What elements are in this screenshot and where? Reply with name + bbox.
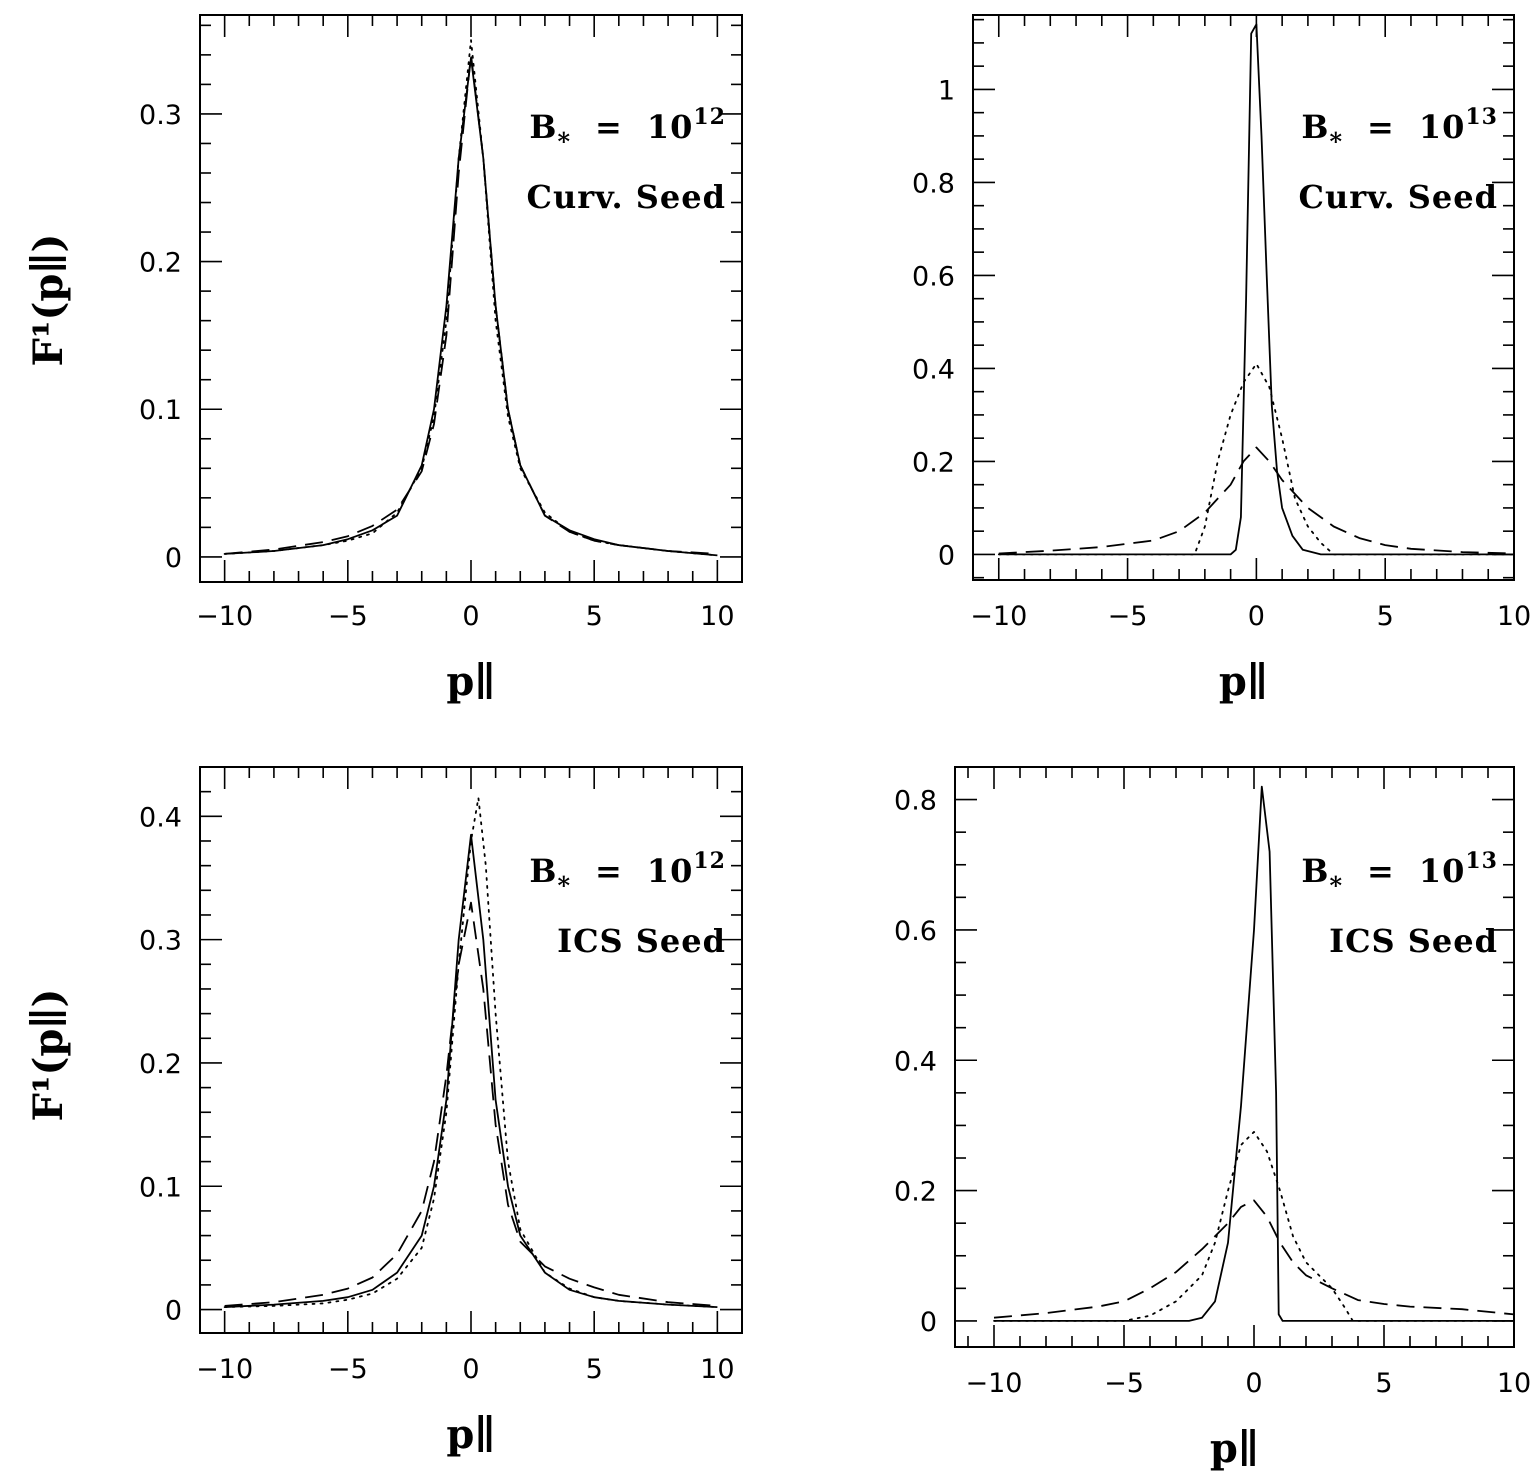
- annotation-b-value: 10: [1419, 852, 1466, 890]
- x-tick-label: 0: [462, 601, 479, 632]
- y-tick-label: 0.8: [894, 786, 937, 817]
- x-tick-label: −5: [328, 601, 368, 632]
- y-tick-label: 0.1: [139, 1172, 182, 1203]
- y-tick-label: 0.3: [139, 926, 182, 957]
- x-tick-label: 5: [1377, 601, 1394, 632]
- annotation-seed: ICS Seed: [1329, 922, 1498, 960]
- y-tick-label: 0.2: [912, 447, 955, 478]
- annotation-b-exp: 13: [1465, 848, 1498, 874]
- x-tick-label: −10: [196, 1354, 253, 1385]
- annotation-b-exp: 13: [1465, 104, 1498, 130]
- annotation-b-sub: *: [557, 127, 571, 156]
- y-tick-label: 0: [165, 1296, 182, 1327]
- annotation-b-value: 10: [1419, 108, 1466, 146]
- x-axis-label: p∥: [446, 1411, 495, 1458]
- annotation-b-value: 10: [647, 852, 694, 890]
- series-dotted-line: [997, 362, 1515, 556]
- annotation-b-sub: *: [1329, 871, 1343, 900]
- annotation-seed: Curv. Seed: [1299, 178, 1498, 216]
- plot-frame: [199, 14, 743, 583]
- series-dotted-line: [223, 39, 719, 557]
- x-tick-label: 0: [1245, 1368, 1262, 1399]
- x-tick-label: −10: [196, 601, 253, 632]
- annotation-field-strength: B* = 1012: [529, 848, 726, 900]
- x-axis-label: p∥: [446, 658, 495, 705]
- x-tick-label: 0: [1248, 601, 1265, 632]
- x-tick-label: −5: [1104, 1368, 1144, 1399]
- annotation-equals: =: [595, 852, 623, 890]
- x-tick-label: 5: [586, 1354, 603, 1385]
- annotation-equals: =: [595, 108, 623, 146]
- x-tick-label: 10: [700, 1354, 734, 1385]
- x-axis-label: p∥: [1219, 658, 1268, 705]
- series-dashed-line: [993, 1199, 1515, 1319]
- annotation-b-sub: *: [557, 871, 571, 900]
- series-dotted-line: [223, 796, 719, 1308]
- y-tick-label: 0: [165, 543, 182, 574]
- y-tick-label: 1: [938, 75, 955, 106]
- ylabel-bottom: F¹(p∥): [25, 989, 72, 1122]
- y-tick-label: 0.3: [139, 100, 182, 131]
- annotation-b-label: B: [1301, 852, 1329, 890]
- annotation-field-strength: B* = 1013: [1301, 104, 1498, 156]
- annotation-field-strength: B* = 1013: [1301, 848, 1498, 900]
- ylabel-top: F¹(p∥): [25, 234, 72, 367]
- annotation-b-label: B: [529, 108, 557, 146]
- y-tick-label: 0.8: [912, 168, 955, 199]
- x-tick-label: 10: [1497, 601, 1530, 632]
- y-tick-label: 0.2: [894, 1177, 937, 1208]
- x-tick-label: 10: [700, 601, 734, 632]
- x-tick-label: −5: [1108, 601, 1148, 632]
- plot-frame: [954, 766, 1515, 1348]
- series-solid-line: [224, 56, 718, 557]
- y-tick-label: 0: [920, 1307, 937, 1338]
- x-tick-label: 5: [586, 601, 603, 632]
- x-tick-label: −5: [328, 1354, 368, 1385]
- series-dashed-line: [998, 446, 1515, 555]
- annotation-b-exp: 12: [693, 104, 726, 130]
- y-tick-label: 0.2: [139, 248, 182, 279]
- x-axis-label: p∥: [1210, 1425, 1259, 1472]
- annotation-b-value: 10: [647, 108, 694, 146]
- plot-frame: [972, 14, 1515, 581]
- annotation-b-sub: *: [1329, 127, 1343, 156]
- x-tick-label: 10: [1497, 1368, 1530, 1399]
- y-tick-label: 0.4: [912, 354, 955, 385]
- series-dotted-line: [993, 1131, 1515, 1322]
- annotation-b-exp: 12: [693, 848, 726, 874]
- x-tick-label: −10: [970, 601, 1027, 632]
- y-tick-label: 0.4: [894, 1046, 937, 1077]
- x-tick-label: 0: [462, 1354, 479, 1385]
- y-tick-label: 0: [938, 540, 955, 571]
- y-tick-label: 0.6: [912, 261, 955, 292]
- annotation-field-strength: B* = 1012: [529, 104, 726, 156]
- annotation-equals: =: [1367, 108, 1395, 146]
- y-tick-label: 0.6: [894, 916, 937, 947]
- series-solid-line: [994, 785, 1514, 1322]
- series-dashed-line: [224, 901, 718, 1307]
- y-tick-label: 0.2: [139, 1049, 182, 1080]
- series-solid-line: [998, 23, 1514, 556]
- x-tick-label: −10: [966, 1368, 1023, 1399]
- annotation-b-label: B: [529, 852, 557, 890]
- annotation-b-label: B: [1301, 108, 1329, 146]
- annotation-equals: =: [1367, 852, 1395, 890]
- x-tick-label: 5: [1375, 1368, 1392, 1399]
- y-tick-label: 0.4: [139, 802, 182, 833]
- y-tick-label: 0.1: [139, 395, 182, 426]
- series-dashed-line: [224, 54, 718, 555]
- annotation-seed: ICS Seed: [557, 922, 726, 960]
- annotation-seed: Curv. Seed: [527, 178, 726, 216]
